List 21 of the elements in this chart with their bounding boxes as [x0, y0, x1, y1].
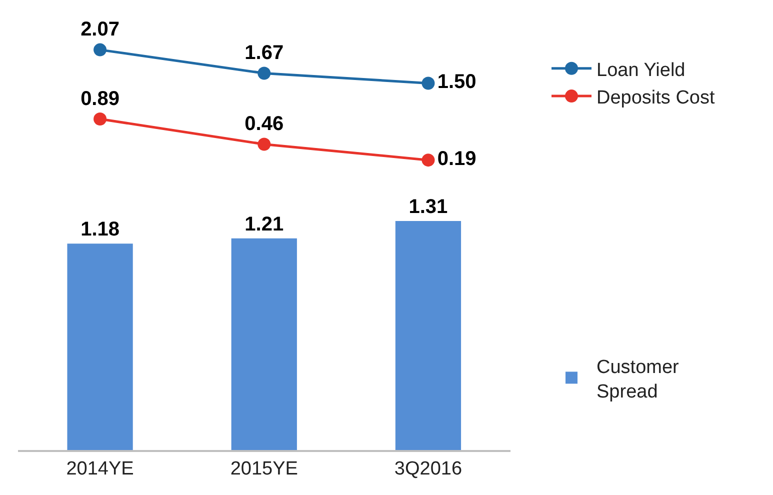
- data-label: 0.46: [244, 113, 284, 136]
- point: [258, 138, 271, 151]
- point: [258, 66, 271, 80]
- data-label: 1.31: [408, 196, 448, 218]
- data-label: 1.67: [244, 42, 284, 64]
- point: [94, 112, 107, 126]
- legend-label: Loan Yield: [596, 60, 686, 81]
- data-label: 1.50: [437, 71, 476, 94]
- data-label: 1.21: [244, 213, 284, 236]
- x-tick-label: 3Q2016: [394, 458, 462, 480]
- data-label: 1.18: [80, 218, 120, 241]
- point: [422, 76, 435, 90]
- point: [94, 43, 107, 56]
- point: [422, 154, 435, 167]
- data-label: 2.07: [80, 18, 120, 41]
- legend-label: Deposits Cost: [596, 87, 716, 108]
- x-tick-label: 2014YE: [66, 458, 134, 480]
- data-label: 0.89: [80, 88, 120, 110]
- legend-label: Customer Spread: [596, 356, 680, 402]
- x-tick-label: 2015YE: [230, 458, 298, 480]
- data-label: 0.19: [437, 148, 476, 170]
